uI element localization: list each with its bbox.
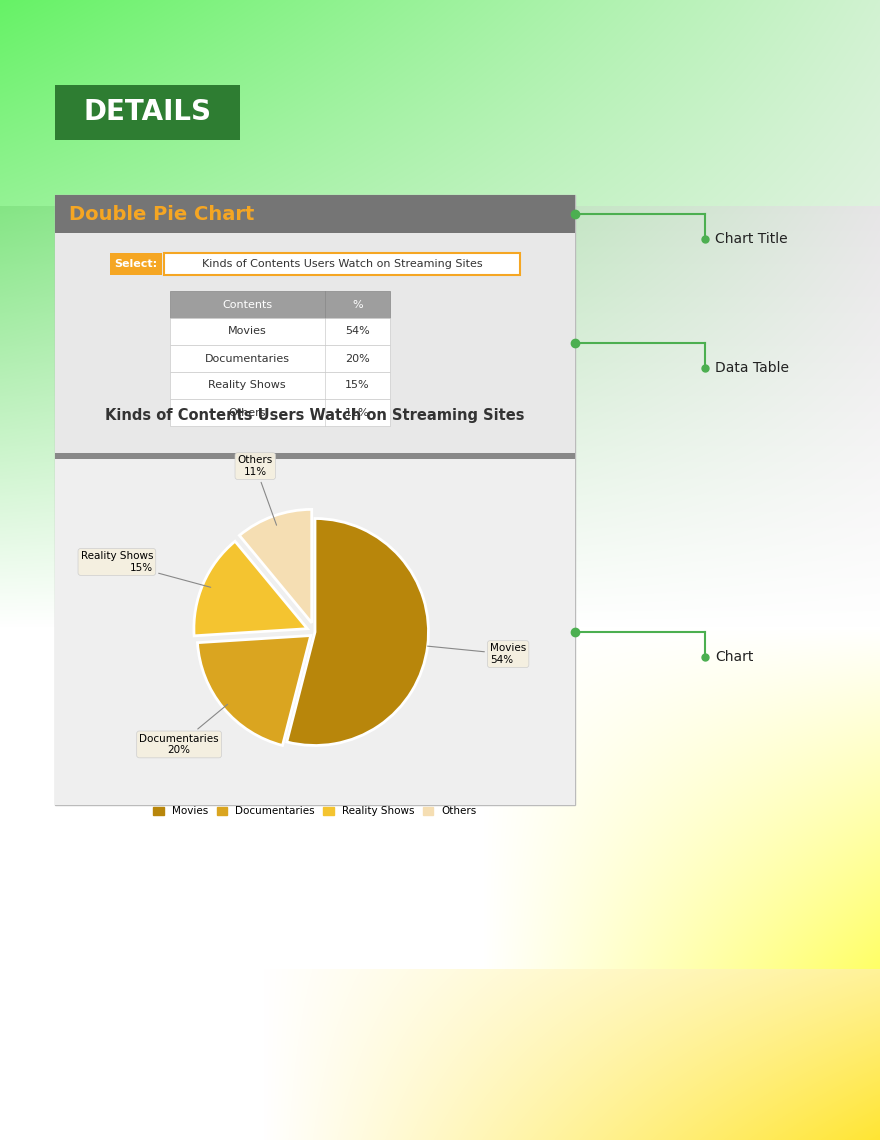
- FancyBboxPatch shape: [55, 233, 575, 453]
- Text: Movies
54%: Movies 54%: [428, 643, 526, 665]
- Text: Others: Others: [228, 407, 266, 417]
- Text: Documentaries
20%: Documentaries 20%: [139, 705, 228, 755]
- Text: %: %: [352, 300, 363, 309]
- FancyBboxPatch shape: [170, 291, 390, 318]
- Text: Double Pie Chart: Double Pie Chart: [69, 204, 254, 223]
- FancyBboxPatch shape: [170, 345, 390, 372]
- Text: Data Table: Data Table: [715, 361, 789, 375]
- Text: Movies: Movies: [228, 326, 267, 336]
- Text: Chart Title: Chart Title: [715, 233, 788, 246]
- FancyBboxPatch shape: [170, 318, 390, 345]
- Text: 11%: 11%: [345, 407, 370, 417]
- Wedge shape: [194, 542, 307, 636]
- FancyBboxPatch shape: [170, 399, 390, 426]
- Title: Kinds of Contents Users Watch on Streaming Sites: Kinds of Contents Users Watch on Streami…: [106, 408, 524, 423]
- Legend: Movies, Documentaries, Reality Shows, Others: Movies, Documentaries, Reality Shows, Ot…: [149, 803, 481, 821]
- Text: Reality Shows: Reality Shows: [209, 381, 286, 391]
- Wedge shape: [197, 635, 311, 746]
- Text: Contents: Contents: [222, 300, 272, 309]
- FancyBboxPatch shape: [164, 253, 520, 275]
- Text: DETAILS: DETAILS: [84, 98, 211, 127]
- FancyBboxPatch shape: [55, 459, 575, 805]
- Text: Documentaries: Documentaries: [204, 353, 290, 364]
- FancyBboxPatch shape: [110, 253, 162, 275]
- FancyBboxPatch shape: [170, 372, 390, 399]
- Text: Others
11%: Others 11%: [238, 455, 276, 526]
- Text: Select:: Select:: [114, 259, 158, 269]
- Wedge shape: [287, 519, 429, 746]
- FancyBboxPatch shape: [55, 86, 240, 140]
- FancyBboxPatch shape: [55, 453, 575, 459]
- Text: Kinds of Contents Users Watch on Streaming Sites: Kinds of Contents Users Watch on Streami…: [202, 259, 482, 269]
- Text: Chart: Chart: [715, 650, 753, 663]
- Text: 54%: 54%: [345, 326, 370, 336]
- Text: 15%: 15%: [345, 381, 370, 391]
- Text: Reality Shows
15%: Reality Shows 15%: [81, 551, 210, 587]
- Wedge shape: [239, 510, 312, 622]
- FancyBboxPatch shape: [55, 195, 575, 805]
- FancyBboxPatch shape: [55, 195, 575, 233]
- Text: 20%: 20%: [345, 353, 370, 364]
